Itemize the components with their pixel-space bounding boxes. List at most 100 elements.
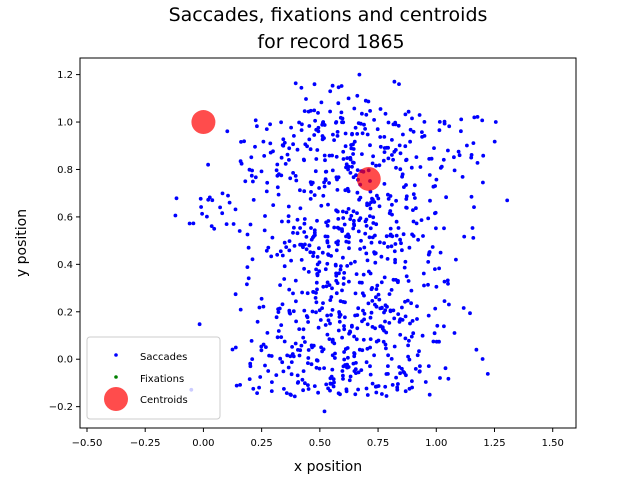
saccade-point <box>435 323 440 328</box>
saccade-point <box>361 308 365 313</box>
saccade-point <box>329 374 334 379</box>
saccade-point <box>249 173 254 178</box>
saccade-point <box>447 124 452 129</box>
saccade-point <box>343 315 347 320</box>
saccade-point <box>345 156 350 161</box>
legend-marker-fixations <box>114 375 118 379</box>
saccade-point <box>287 239 292 244</box>
saccade-point <box>312 230 317 235</box>
saccade-point <box>334 154 339 159</box>
saccade-point <box>330 83 335 88</box>
plot-area-frame <box>79 57 577 429</box>
saccade-point <box>375 283 380 288</box>
saccade-point <box>224 222 229 227</box>
saccade-point <box>383 308 388 313</box>
saccade-point <box>378 240 382 245</box>
saccade-point <box>364 217 369 222</box>
saccade-point <box>294 299 298 304</box>
saccade-point <box>371 154 375 159</box>
saccade-point <box>231 222 236 226</box>
saccade-point <box>242 139 247 144</box>
saccade-point <box>465 143 469 148</box>
saccade-point <box>323 158 327 163</box>
saccade-point <box>330 308 335 312</box>
saccade-point <box>399 241 403 246</box>
saccade-point <box>288 176 293 181</box>
saccade-point <box>314 365 319 370</box>
saccade-point <box>365 201 369 206</box>
saccade-point <box>411 219 416 224</box>
saccade-point <box>411 129 416 134</box>
saccade-point <box>234 383 239 388</box>
saccade-point <box>404 157 409 162</box>
saccade-point <box>339 84 344 88</box>
saccade-point <box>289 372 294 377</box>
saccade-point <box>358 247 362 251</box>
saccade-point <box>337 319 342 324</box>
saccade-point <box>392 249 397 254</box>
saccade-point <box>249 155 254 160</box>
saccade-point <box>441 157 446 162</box>
saccade-point <box>423 380 428 384</box>
saccade-point <box>413 196 417 200</box>
saccade-point <box>275 252 280 257</box>
saccade-point <box>302 230 307 234</box>
saccade-point <box>469 194 474 199</box>
saccade-point <box>417 349 421 354</box>
saccade-point <box>354 371 358 375</box>
saccade-point <box>418 165 423 169</box>
saccade-point <box>355 168 360 173</box>
saccade-point <box>329 295 334 299</box>
saccade-point <box>371 215 376 220</box>
saccade-point <box>367 235 372 240</box>
saccade-point <box>346 207 351 211</box>
saccade-point <box>325 332 330 337</box>
saccade-point <box>328 109 332 114</box>
saccade-point <box>340 369 345 373</box>
saccade-point <box>390 212 394 217</box>
saccade-point <box>377 163 382 168</box>
saccade-point <box>304 247 309 252</box>
saccade-point <box>354 272 359 276</box>
saccade-point <box>276 192 281 197</box>
saccade-point <box>323 323 328 327</box>
saccade-point <box>297 327 302 331</box>
legend-label-centroids: Centroids <box>140 395 188 406</box>
saccade-point <box>336 328 341 333</box>
saccade-point <box>332 138 336 143</box>
saccade-point <box>355 326 360 331</box>
saccade-point <box>446 376 451 381</box>
saccade-point <box>314 291 318 295</box>
saccade-point <box>378 135 383 139</box>
saccade-point <box>255 124 259 129</box>
saccade-point <box>356 387 360 392</box>
saccade-point <box>314 267 318 272</box>
saccade-point <box>281 143 286 148</box>
saccade-point <box>394 219 399 224</box>
saccade-point <box>355 132 360 136</box>
saccade-point <box>334 175 339 180</box>
saccade-point <box>369 240 374 245</box>
saccade-point <box>329 254 333 258</box>
saccade-point <box>312 133 317 137</box>
saccade-point <box>226 193 230 198</box>
saccade-point <box>343 131 348 136</box>
saccade-point <box>285 152 290 157</box>
saccade-point <box>311 250 316 255</box>
saccade-point <box>370 161 375 166</box>
saccade-point <box>276 329 281 333</box>
saccade-point <box>403 112 408 117</box>
saccade-point <box>315 273 320 278</box>
saccade-point <box>349 146 354 151</box>
saccade-point <box>374 163 378 168</box>
saccade-point <box>317 246 321 251</box>
saccade-point <box>247 167 252 172</box>
saccade-point <box>302 308 307 313</box>
saccade-point <box>353 291 358 296</box>
saccade-point <box>439 164 444 169</box>
saccade-point <box>299 343 304 348</box>
saccade-point <box>280 302 285 307</box>
saccade-point <box>343 144 348 149</box>
saccade-point <box>415 317 419 321</box>
